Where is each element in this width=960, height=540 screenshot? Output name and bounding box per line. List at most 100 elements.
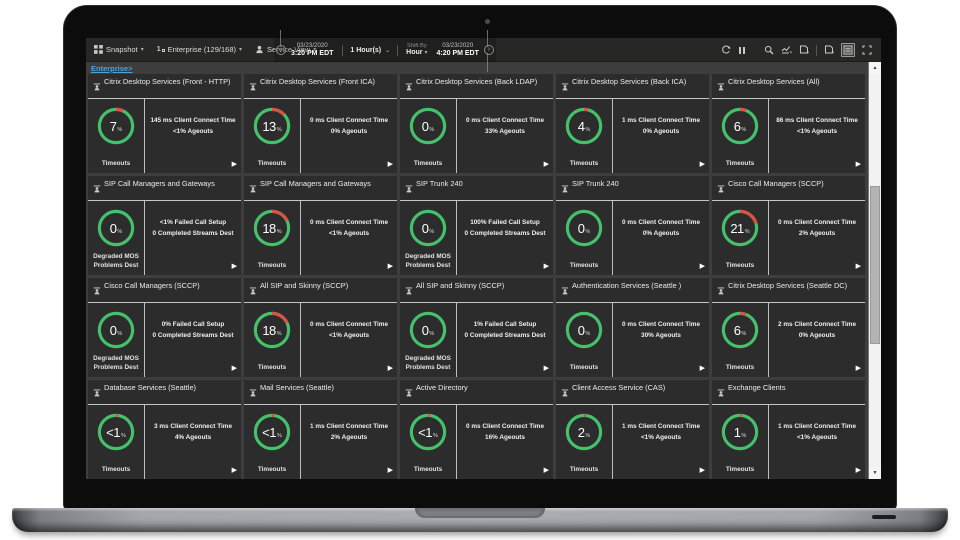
expand-arrow-icon[interactable]: ▶ xyxy=(231,365,237,373)
card-body: 18% Timeouts 0 ms Client Connect Time <1… xyxy=(244,303,397,377)
time-start-display[interactable]: 03/23/2020 3:20 PM EDT xyxy=(291,42,333,57)
open-new-icon[interactable] xyxy=(824,45,834,55)
card-header: Citrix Desktop Services (Back ICA) xyxy=(556,74,709,99)
service-card[interactable]: Cisco Call Managers (SCCP) 0% Degraded M… xyxy=(88,278,241,377)
gauge-ring: 0% xyxy=(95,207,137,249)
service-card[interactable]: Exchange Clients 1% Timeouts 1 ms Client… xyxy=(712,380,865,479)
gauge-metric-label: Timeouts xyxy=(101,465,131,473)
scroll-down-button[interactable]: ▼ xyxy=(869,467,881,479)
expand-arrow-icon[interactable]: ▶ xyxy=(231,467,237,475)
vertical-scrollbar[interactable]: ▲ ▼ xyxy=(868,62,881,479)
pause-icon[interactable] xyxy=(738,46,746,55)
service-card[interactable]: Active Directory <1% Timeouts 0 ms Clien… xyxy=(400,380,553,479)
service-card[interactable]: All SIP and Skinny (SCCP) 0% Degraded MO… xyxy=(400,278,553,377)
expand-arrow-icon[interactable]: ▶ xyxy=(543,263,549,271)
service-card[interactable]: Citrix Desktop Services (Front - HTTP) 7… xyxy=(88,74,241,173)
service-card[interactable]: SIP Call Managers and Gateways 0% Degrad… xyxy=(88,176,241,275)
expand-arrow-icon[interactable]: ▶ xyxy=(387,467,393,475)
person-icon xyxy=(255,45,264,54)
scope-menu[interactable]: 1 Enterprise (129/168) ▾ xyxy=(157,45,242,54)
stat-line-2: 0% Ageouts xyxy=(798,331,836,339)
expand-arrow-icon[interactable]: ▶ xyxy=(231,161,237,169)
service-card[interactable]: SIP Trunk 240 0% Timeouts 0 ms Client Co… xyxy=(556,176,709,275)
laptop-base xyxy=(12,508,948,532)
service-card[interactable]: SIP Trunk 240 0% Degraded MOS Problems D… xyxy=(400,176,553,275)
refresh-icon[interactable] xyxy=(721,45,731,55)
service-card[interactable]: Citrix Desktop Services (Back LDAP) 0% T… xyxy=(400,74,553,173)
card-stats: 0 ms Client Connect Time 30% Ageouts ▶ xyxy=(613,303,709,377)
expand-arrow-icon[interactable]: ▶ xyxy=(855,365,861,373)
card-title: SIP Trunk 240 xyxy=(416,179,463,188)
search-icon[interactable] xyxy=(764,45,774,55)
percent-sign: % xyxy=(276,331,282,337)
start-date: 03/23/2020 xyxy=(296,42,328,50)
service-card[interactable]: Citrix Desktop Services (Seattle DC) 6% … xyxy=(712,278,865,377)
card-title: Citrix Desktop Services (Seattle DC) xyxy=(728,281,848,290)
service-card[interactable]: All SIP and Skinny (SCCP) 18% Timeouts 0… xyxy=(244,278,397,377)
time-end-display[interactable]: 03/23/2020 4:20 PM EDT xyxy=(436,42,478,57)
scrollbar-thumb[interactable] xyxy=(870,186,880,344)
percent-sign: % xyxy=(429,127,435,133)
expand-arrow-icon[interactable]: ▶ xyxy=(699,161,705,169)
stat-line-2: 0 Completed Streams Dest xyxy=(464,229,546,237)
export-icon[interactable] xyxy=(799,45,809,55)
service-icon xyxy=(249,384,257,402)
service-view-menu[interactable]: Service View ▾ xyxy=(255,45,316,54)
card-body: 18% Timeouts 0 ms Client Connect Time <1… xyxy=(244,201,397,275)
expand-arrow-icon[interactable]: ▶ xyxy=(699,365,705,373)
card-divider xyxy=(144,201,145,275)
expand-arrow-icon[interactable]: ▶ xyxy=(855,161,861,169)
expand-arrow-icon[interactable]: ▶ xyxy=(543,467,549,475)
stat-line-1: 1 ms Client Connect Time xyxy=(777,423,856,430)
service-card[interactable]: Database Services (Seattle) <1% Timeouts… xyxy=(88,380,241,479)
service-card[interactable]: SIP Call Managers and Gateways 18% Timeo… xyxy=(244,176,397,275)
gauge-number: 18 xyxy=(262,220,276,236)
service-card[interactable]: Mail Services (Seattle) <1% Timeouts 1 m… xyxy=(244,380,397,479)
gauge-metric-label: Timeouts xyxy=(725,465,755,473)
expand-arrow-icon[interactable]: ▶ xyxy=(387,161,393,169)
service-card[interactable]: Citrix Desktop Services (Back ICA) 4% Ti… xyxy=(556,74,709,173)
card-title: Cisco Call Managers (SCCP) xyxy=(104,281,200,290)
snapshot-menu[interactable]: Snapshot ▾ xyxy=(94,45,144,54)
breadcrumb-enterprise-link[interactable]: Enterprise> xyxy=(91,63,133,73)
card-stats: 1 ms Client Connect Time <1% Ageouts ▶ xyxy=(613,405,709,479)
cards-grid: Citrix Desktop Services (Front - HTTP) 7… xyxy=(88,74,865,479)
card-title: All SIP and Skinny (SCCP) xyxy=(416,281,505,290)
service-icon xyxy=(249,282,257,300)
activity-map-icon[interactable] xyxy=(781,45,792,55)
expand-arrow-icon[interactable]: ▶ xyxy=(699,263,705,271)
time-start-handle-icon[interactable]: ‹ xyxy=(276,45,286,55)
expand-arrow-icon[interactable]: ▶ xyxy=(699,467,705,475)
service-card[interactable]: Citrix Desktop Services (Front ICA) 13% … xyxy=(244,74,397,173)
gauge-column: <1% Timeouts xyxy=(88,405,144,479)
duration-dropdown[interactable]: 1 Hour(s) ⌄ xyxy=(350,47,390,54)
fullscreen-icon[interactable] xyxy=(862,45,872,55)
card-stats: 2 ms Client Connect Time 0% Ageouts ▶ xyxy=(769,303,865,377)
table-view-icon[interactable] xyxy=(841,43,855,57)
stat-line-2: 2% Ageouts xyxy=(330,433,368,441)
gauge-value: 7% xyxy=(95,105,137,147)
service-card[interactable]: Client Access Service (CAS) 2% Timeouts … xyxy=(556,380,709,479)
expand-arrow-icon[interactable]: ▶ xyxy=(855,467,861,475)
expand-arrow-icon[interactable]: ▶ xyxy=(231,263,237,271)
expand-arrow-icon[interactable]: ▶ xyxy=(855,263,861,271)
expand-arrow-icon[interactable]: ▶ xyxy=(543,365,549,373)
stat-line-2: 2% Ageouts xyxy=(798,229,836,237)
shift-by-dropdown[interactable]: Shift By Hour ▾ xyxy=(406,43,427,58)
scroll-up-button[interactable]: ▲ xyxy=(869,62,881,74)
time-range-selector[interactable]: ‹ 03/23/2020 3:20 PM EDT 1 Hour(s) ⌄ Shi… xyxy=(274,38,496,62)
expand-arrow-icon[interactable]: ▶ xyxy=(543,161,549,169)
service-card[interactable]: Cisco Call Managers (SCCP) 21% Timeouts … xyxy=(712,176,865,275)
gauge-number: 1 xyxy=(733,424,741,440)
expand-arrow-icon[interactable]: ▶ xyxy=(387,263,393,271)
expand-arrow-icon[interactable]: ▶ xyxy=(387,365,393,373)
card-body: 0% Timeouts 0 ms Client Connect Time 0% … xyxy=(556,201,709,275)
card-stats: 0 ms Client Connect Time <1% Ageouts ▶ xyxy=(301,303,397,377)
service-card[interactable]: Citrix Desktop Services (All) 6% Timeout… xyxy=(712,74,865,173)
service-card[interactable]: Authentication Services (Seattle ) 0% Ti… xyxy=(556,278,709,377)
stat-line-2: <1% Ageouts xyxy=(796,127,838,135)
gauge-metric-label: Timeouts xyxy=(569,159,599,167)
card-divider xyxy=(612,303,613,377)
time-end-handle-icon[interactable]: › xyxy=(483,45,494,55)
grid-icon xyxy=(94,45,103,54)
